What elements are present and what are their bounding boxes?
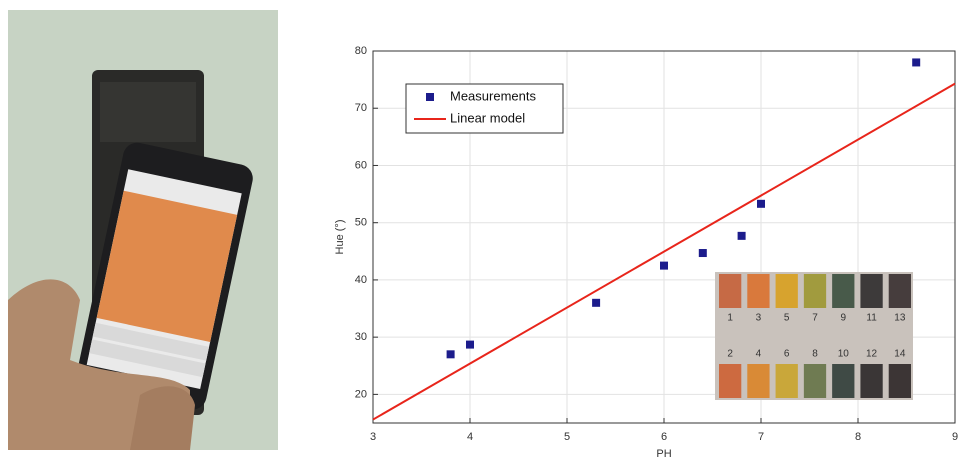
color-swatch: [888, 364, 911, 398]
color-swatch: [719, 364, 742, 398]
swatch-label: 5: [784, 313, 790, 324]
color-swatch: [803, 274, 827, 308]
x-tick-label: 8: [855, 431, 861, 443]
data-point: [466, 340, 474, 349]
swatch-label: 4: [756, 349, 762, 360]
legend-swatch: [426, 93, 434, 101]
swatch-label: 14: [894, 349, 906, 360]
legend-label: Measurements: [450, 88, 536, 103]
x-tick-label: 5: [564, 431, 570, 443]
y-tick-label: 40: [355, 274, 367, 286]
data-point: [698, 249, 707, 258]
x-tick-label: 3: [370, 431, 376, 443]
y-tick-label: 60: [355, 159, 367, 171]
swatch-label: 7: [812, 313, 818, 324]
x-tick-label: 9: [952, 431, 958, 443]
color-swatch: [747, 364, 770, 398]
swatch-label: 1: [727, 313, 733, 324]
y-tick-label: 30: [355, 331, 367, 343]
color-swatch: [860, 274, 883, 308]
color-swatch: [775, 364, 798, 398]
swatch-label: 2: [727, 349, 733, 360]
swatch-label: 8: [812, 349, 818, 360]
swatch-label: 10: [838, 349, 850, 360]
x-axis-label: PH: [656, 448, 671, 460]
color-swatch: [803, 364, 827, 398]
y-tick-label: 50: [355, 217, 367, 229]
legend-label: Linear model: [450, 110, 525, 125]
color-swatch: [775, 274, 798, 308]
swatch-label: 13: [894, 313, 906, 324]
data-point: [446, 350, 455, 359]
swatch-label: 12: [866, 349, 878, 360]
fit-line: [372, 82, 956, 421]
data-point: [737, 231, 746, 240]
plot-frame: [372, 50, 956, 424]
data-point: [660, 261, 668, 270]
y-tick-label: 80: [355, 45, 367, 57]
swatch-label: 3: [756, 313, 762, 324]
color-swatch: [860, 364, 883, 398]
x-tick-label: 6: [661, 431, 667, 443]
x-tick-label: 4: [467, 431, 473, 443]
legend-box: [405, 83, 564, 134]
photo: [8, 10, 278, 450]
y-tick-label: 70: [355, 102, 367, 114]
x-tick-label: 7: [758, 431, 764, 443]
color-swatch: [888, 274, 911, 308]
color-swatch: [719, 274, 742, 308]
swatch-label: 9: [841, 313, 847, 324]
color-swatch: [832, 274, 855, 308]
y-axis-label: Hue (°): [334, 220, 346, 255]
y-tick-label: 20: [355, 388, 367, 400]
swatch-label: 11: [866, 313, 877, 324]
swatch-label: 6: [784, 349, 790, 360]
data-point: [592, 298, 601, 307]
color-swatch: [747, 274, 770, 308]
color-swatch: [832, 364, 855, 398]
data-point: [757, 199, 765, 208]
data-point: [912, 58, 921, 67]
